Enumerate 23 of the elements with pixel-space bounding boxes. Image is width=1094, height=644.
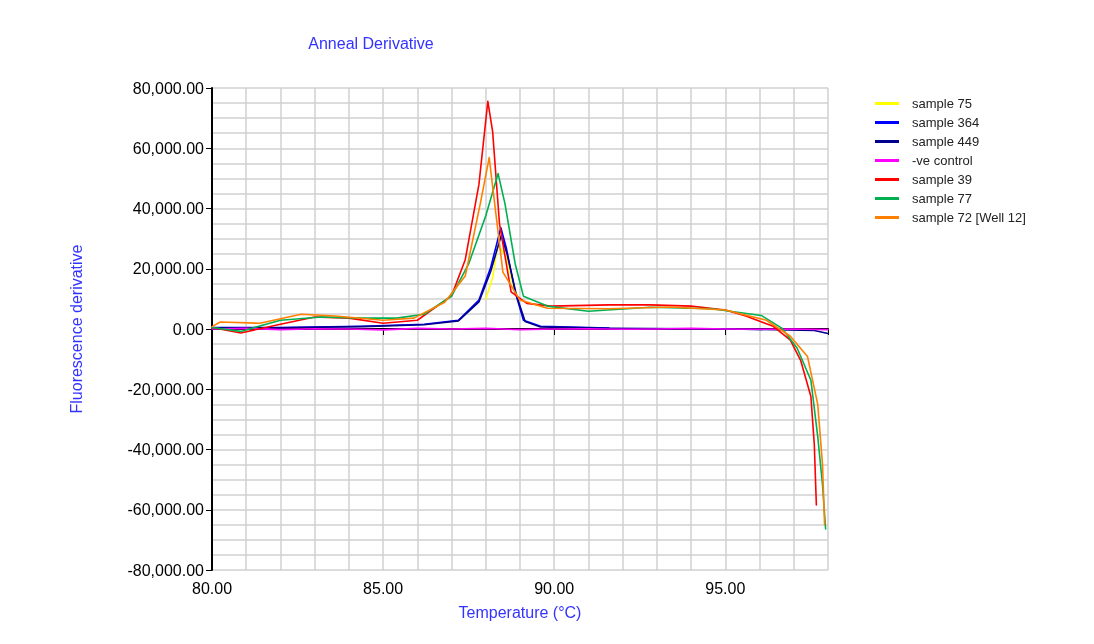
legend-label: -ve control <box>912 153 973 168</box>
y-tick-label: -80,000.00 <box>127 561 205 579</box>
y-tick-label: 80,000.00 <box>132 79 205 97</box>
x-tick-label: 95.00 <box>705 579 746 597</box>
legend-label: sample 364 <box>912 115 980 130</box>
y-tick-label: -40,000.00 <box>127 441 205 458</box>
x-tick-label: 90.00 <box>534 579 575 597</box>
legend-label: sample 72 [Well 12] <box>912 210 1026 225</box>
chart-title: Anneal Derivative <box>308 34 434 52</box>
y-tick-label: 20,000.00 <box>132 260 205 278</box>
y-tick-label: -60,000.00 <box>127 501 205 519</box>
x-tick-label: 85.00 <box>363 579 404 597</box>
legend-label: sample 75 <box>912 96 972 111</box>
legend-label: sample 449 <box>912 134 980 149</box>
x-tick-label: 80.00 <box>191 579 233 597</box>
y-axis-title: Fluorescence derivative <box>67 244 85 414</box>
y-tick-label: 0.00 <box>172 320 205 338</box>
y-tick-label: 60,000.00 <box>132 139 205 157</box>
y-tick-label: 40,000.00 <box>132 200 205 217</box>
legend-label: sample 77 <box>912 191 972 206</box>
x-axis-title: Temperature (°C) <box>458 603 582 621</box>
legend-label: sample 39 <box>912 172 972 187</box>
y-tick-label: -20,000.00 <box>127 380 205 398</box>
